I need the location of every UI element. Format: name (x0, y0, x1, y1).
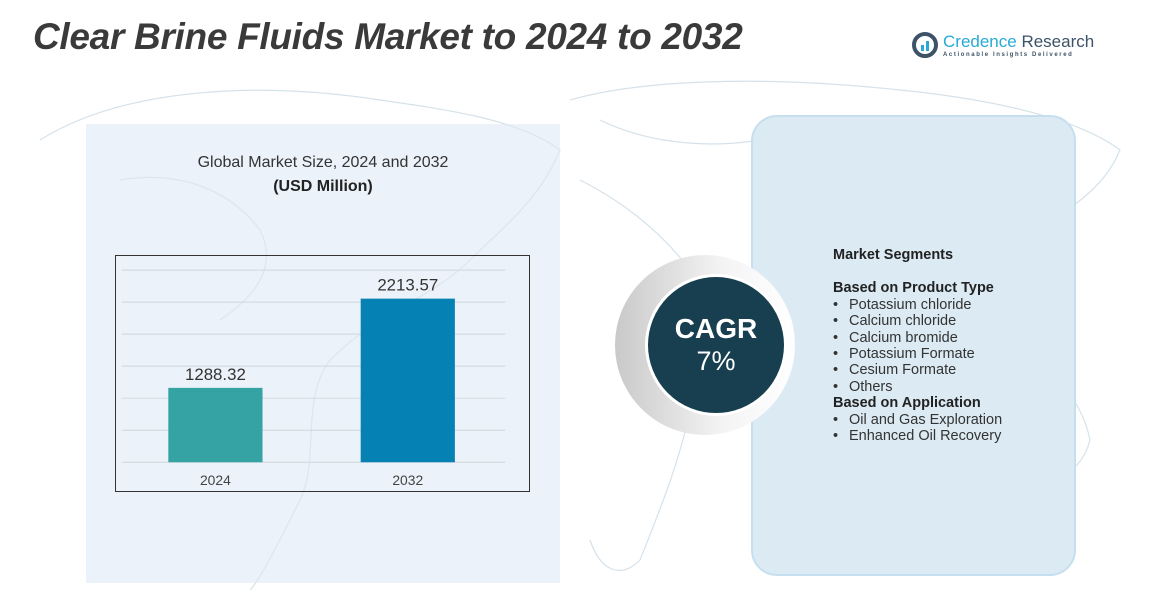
bullet-icon: • (833, 329, 839, 346)
cagr-value: 7% (696, 346, 736, 376)
chart-subtitle: Global Market Size, 2024 and 2032 (197, 154, 449, 171)
market-size-bar-chart: 1288.32 2024 2213.57 2032 (115, 255, 530, 492)
segment-item-label: Calcium bromide (849, 329, 958, 346)
segment-item-label: Potassium chloride (849, 296, 972, 313)
x-tick-label: 2024 (200, 472, 231, 488)
credence-research-logo: Credence Research Actionable Insights De… (912, 32, 1094, 58)
segment-item-label: Enhanced Oil Recovery (849, 428, 1002, 445)
data-label: 1288.32 (185, 365, 246, 384)
segment-item-label: Calcium chloride (849, 313, 957, 330)
chart-unit: (USD Million) (273, 178, 373, 195)
bar-2024 (168, 387, 263, 463)
bullet-icon: • (833, 313, 839, 330)
segment-list-item: • Oil and Gas Exploration (833, 412, 1002, 428)
segment-list-item: • Potassium chloride (833, 297, 1002, 313)
bullet-icon: • (833, 346, 839, 363)
bullet-icon: • (833, 411, 839, 428)
logo-chart-icon (912, 32, 938, 58)
segment-group-title: Based on Product Type (833, 280, 994, 297)
segment-list-item: • Others (833, 379, 1002, 395)
x-tick-label: 2032 (392, 472, 423, 488)
segment-list-item: • Calcium bromide (833, 330, 1002, 346)
segment-list-item: • Potassium Formate (833, 346, 1002, 362)
cagr-badge: CAGR 7% (645, 274, 787, 416)
market-size-panel (86, 124, 560, 583)
bullet-icon: • (833, 362, 839, 379)
bullet-icon: • (833, 296, 839, 313)
segment-list-item: • Cesium Formate (833, 362, 1002, 378)
logo-tagline: Actionable Insights Delivered (943, 52, 1074, 58)
segment-item-label: Oil and Gas Exploration (849, 411, 1003, 428)
segment-list-item: • Calcium chloride (833, 313, 1002, 329)
data-label: 2213.57 (377, 276, 438, 295)
bullet-icon: • (833, 378, 839, 395)
logo-name: Credence Research (943, 32, 1095, 51)
segment-item-label: Others (849, 378, 893, 395)
segment-list-item: • Enhanced Oil Recovery (833, 428, 1002, 444)
segment-item-label: Cesium Formate (849, 362, 957, 379)
market-segments-list: Market Segments Based on Product Type • Po… (833, 247, 1002, 444)
cagr-label: CAGR (674, 313, 758, 344)
segment-item-label: Potassium Formate (849, 346, 975, 363)
segments-heading: Market Segments (833, 247, 954, 263)
segment-group-title: Based on Application (833, 395, 981, 412)
page-title: Clear Brine Fluids Market to 2024 to 203… (33, 16, 743, 57)
bullet-icon: • (833, 428, 839, 445)
bar-2032 (360, 298, 455, 463)
